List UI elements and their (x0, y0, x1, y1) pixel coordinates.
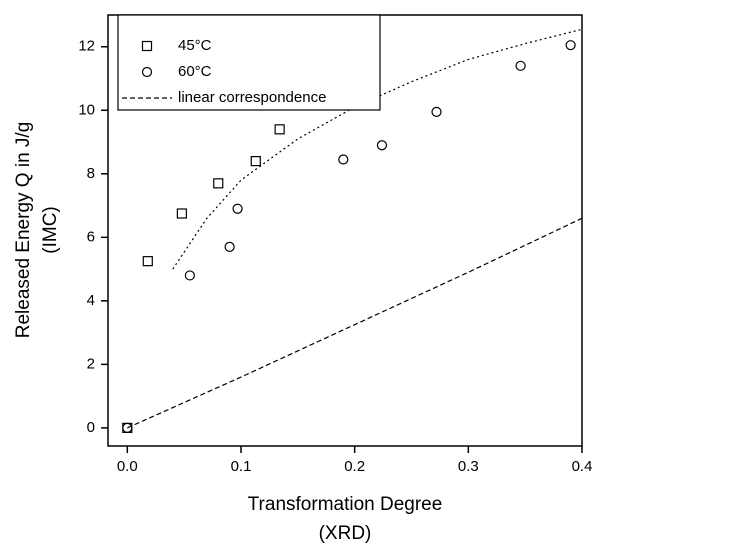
data-point (122, 422, 133, 433)
x-axis-label: Transformation Degree (248, 494, 443, 515)
y-tick-label: 6 (87, 228, 95, 245)
data-point (176, 208, 187, 219)
data-point (376, 140, 388, 151)
x-axis-label: (XRD) (319, 523, 372, 544)
data-point (213, 178, 224, 189)
legend-label: 60°C (178, 63, 212, 80)
y-tick-label: 0 (87, 419, 95, 436)
y-tick-label: 2 (87, 355, 95, 372)
line-series (172, 28, 583, 270)
line-series (127, 217, 583, 429)
data-point (515, 60, 526, 71)
x-tick-label: 0.3 (458, 458, 479, 475)
data-point (232, 203, 243, 214)
x-tick-label: 0.1 (231, 458, 252, 475)
y-tick-label: 12 (78, 38, 95, 55)
data-point (142, 256, 153, 267)
data-point (431, 106, 442, 117)
x-tick-label: 0.2 (344, 458, 365, 475)
y-tick-label: 8 (87, 165, 95, 182)
legend-label: linear correspondence (178, 89, 326, 106)
x-tick-label: 0.0 (117, 458, 138, 475)
data-point (338, 154, 349, 165)
y-tick-label: 4 (87, 292, 95, 309)
data-point (250, 156, 261, 167)
x-tick-label: 0.4 (572, 458, 593, 475)
y-axis-label: Released Energy Q in J/g (13, 122, 34, 339)
data-point (565, 40, 576, 51)
legend-label: 45°C (178, 37, 212, 54)
legend-swatch (141, 66, 153, 78)
data-point (274, 124, 285, 135)
y-tick-label: 10 (78, 101, 95, 118)
data-point (184, 270, 195, 281)
data-point (224, 241, 235, 252)
legend-swatch (141, 40, 153, 52)
y-axis-label: (IMC) (40, 206, 61, 253)
legend-box (117, 14, 381, 111)
